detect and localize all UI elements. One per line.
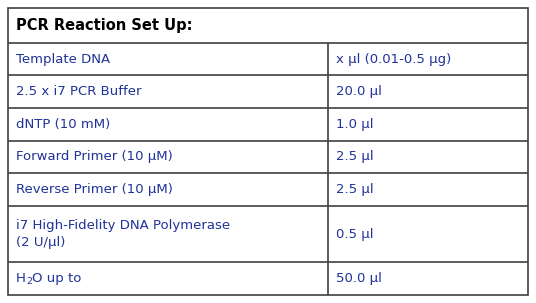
Text: 50.0 μl: 50.0 μl bbox=[336, 272, 382, 285]
Text: 2.5 μl: 2.5 μl bbox=[336, 183, 374, 196]
Text: PCR Reaction Set Up:: PCR Reaction Set Up: bbox=[16, 18, 192, 33]
Text: O up to: O up to bbox=[32, 272, 81, 285]
Text: Reverse Primer (10 μM): Reverse Primer (10 μM) bbox=[16, 183, 173, 196]
Text: 2.5 μl: 2.5 μl bbox=[336, 150, 374, 163]
Text: Forward Primer (10 μM): Forward Primer (10 μM) bbox=[16, 150, 173, 163]
Text: 20.0 μl: 20.0 μl bbox=[336, 85, 382, 98]
Text: i7 High-Fidelity DNA Polymerase
(2 U/μl): i7 High-Fidelity DNA Polymerase (2 U/μl) bbox=[16, 219, 230, 249]
Text: x μl (0.01-0.5 μg): x μl (0.01-0.5 μg) bbox=[336, 53, 451, 65]
Text: 1.0 μl: 1.0 μl bbox=[336, 118, 373, 131]
Text: 0.5 μl: 0.5 μl bbox=[336, 228, 373, 241]
Text: H: H bbox=[16, 272, 26, 285]
Text: Template DNA: Template DNA bbox=[16, 53, 110, 65]
Text: dNTP (10 mM): dNTP (10 mM) bbox=[16, 118, 110, 131]
Text: 2: 2 bbox=[26, 277, 32, 286]
Text: 2.5 x i7 PCR Buffer: 2.5 x i7 PCR Buffer bbox=[16, 85, 142, 98]
